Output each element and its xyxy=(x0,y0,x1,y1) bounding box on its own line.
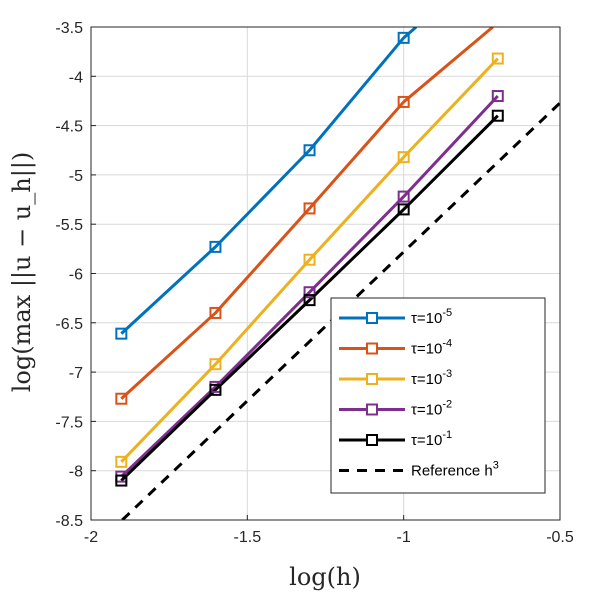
data-point xyxy=(491,52,504,65)
legend-entry: τ=10-4 xyxy=(411,338,452,358)
data-point xyxy=(397,190,410,203)
data-point xyxy=(209,306,222,319)
x-tick-label: -0.5 xyxy=(546,529,574,546)
legend-marker xyxy=(366,312,378,324)
legend-marker xyxy=(366,434,378,446)
y-tick-label: -6.5 xyxy=(55,316,83,333)
data-point xyxy=(397,203,410,216)
data-point xyxy=(115,392,128,405)
x-axis-label: log(h) xyxy=(289,563,361,591)
y-axis: -3.5 -4 -4.5 -5 -5.5 -6 -6.5 -7 -7.5 -8 -8.5 xyxy=(55,20,96,530)
data-point xyxy=(115,327,128,340)
y-tick-label: -7.5 xyxy=(55,414,83,431)
legend-entry: Reference h3 xyxy=(411,460,499,480)
x-axis: -2 -1.5 -1 -0.5 xyxy=(84,515,574,546)
data-point xyxy=(303,202,316,215)
legend-entry: τ=10-2 xyxy=(411,399,452,419)
x-tick-label: -1 xyxy=(397,529,411,546)
y-tick-label: -6 xyxy=(69,267,83,284)
legend-entry: τ=10-3 xyxy=(411,368,452,388)
legend-entry: τ=10-5 xyxy=(411,307,452,327)
data-point xyxy=(303,144,316,157)
legend-marker xyxy=(366,373,378,385)
y-tick-label: -4.5 xyxy=(55,119,83,136)
data-point xyxy=(115,474,128,487)
data-point xyxy=(303,253,316,266)
data-point xyxy=(491,109,504,122)
data-point xyxy=(115,455,128,468)
y-tick-label: -8 xyxy=(69,464,83,481)
x-tick-label: -1.5 xyxy=(234,529,262,546)
y-tick-label: -4 xyxy=(69,69,83,86)
series-line xyxy=(120,27,494,400)
data-point xyxy=(209,358,222,371)
y-tick-label: -5 xyxy=(69,168,83,185)
data-point xyxy=(397,95,410,108)
series-line xyxy=(120,57,499,463)
data-point xyxy=(209,240,222,253)
legend: τ=10-5 τ=10-4 τ=10-3 τ=10-2 τ=10-1 Reference … xyxy=(330,297,546,494)
legend-marker xyxy=(366,403,378,416)
y-tick-label: -8.5 xyxy=(55,513,83,530)
legend-entry: τ=10-1 xyxy=(411,429,452,449)
y-axis-label: log(max ||u − u_h||) xyxy=(8,152,37,393)
data-point xyxy=(303,294,316,307)
y-tick-label: -5.5 xyxy=(55,217,83,234)
data-point xyxy=(303,286,316,299)
series-line xyxy=(120,94,499,478)
data-point xyxy=(209,383,222,396)
data-point xyxy=(397,151,410,164)
legend-box xyxy=(330,297,546,494)
plot-area xyxy=(90,26,561,521)
legend-marker xyxy=(366,342,378,355)
data-point xyxy=(491,90,504,103)
y-tick-label: -7 xyxy=(69,365,83,382)
series-line xyxy=(120,114,499,482)
x-tick-label: -2 xyxy=(84,529,98,546)
y-tick-label: -3.5 xyxy=(55,20,83,37)
data-point xyxy=(397,31,410,44)
